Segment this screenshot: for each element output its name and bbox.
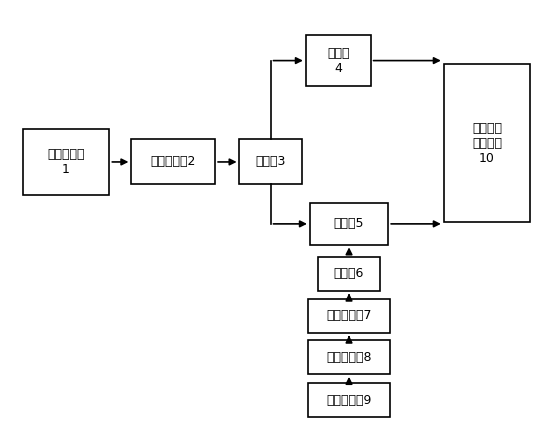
Bar bbox=[444, 64, 530, 222]
Text: 功分器3: 功分器3 bbox=[256, 155, 286, 169]
Bar bbox=[309, 384, 390, 417]
Text: 微波放大器2: 微波放大器2 bbox=[151, 155, 196, 169]
Text: 移相器
4: 移相器 4 bbox=[327, 47, 349, 75]
Text: 相位噪声
测量系统
10: 相位噪声 测量系统 10 bbox=[472, 122, 502, 165]
Bar bbox=[23, 129, 109, 195]
Bar bbox=[309, 299, 390, 333]
Bar bbox=[240, 139, 302, 184]
Bar bbox=[309, 340, 390, 374]
Bar bbox=[310, 203, 388, 245]
Bar bbox=[318, 257, 380, 291]
Text: 衰减器6: 衰减器6 bbox=[334, 267, 364, 280]
Text: 宽带放大器8: 宽带放大器8 bbox=[326, 350, 372, 364]
Bar bbox=[131, 139, 215, 184]
Text: 微波噪声源9: 微波噪声源9 bbox=[326, 394, 371, 407]
Text: 调制器5: 调制器5 bbox=[334, 218, 364, 230]
Text: 光电振荡器
1: 光电振荡器 1 bbox=[47, 148, 85, 176]
Bar bbox=[306, 35, 371, 86]
Text: 带通滤波器7: 带通滤波器7 bbox=[326, 309, 372, 322]
